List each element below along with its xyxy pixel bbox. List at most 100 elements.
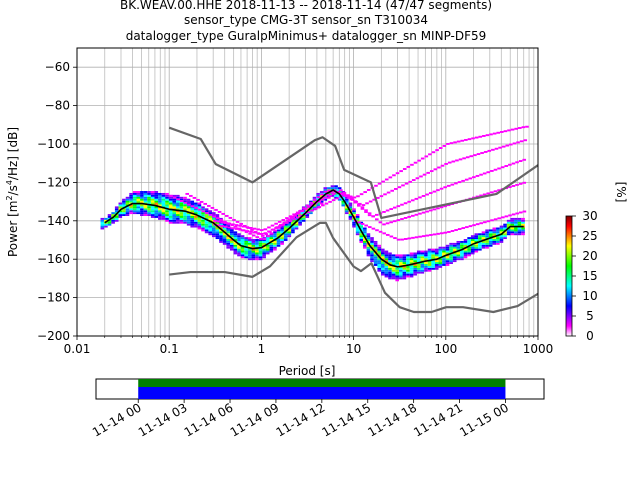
heatmap-outlier-cell — [217, 210, 222, 213]
heatmap-cell — [413, 256, 417, 259]
heatmap-cell — [413, 267, 417, 270]
heatmap-cell — [168, 202, 173, 205]
heatmap-cell — [122, 204, 126, 207]
heatmap-outlier-cell — [179, 200, 184, 202]
heatmap-cell — [219, 217, 223, 220]
heatmap-cell — [161, 212, 166, 215]
heatmap-cell — [373, 254, 378, 257]
heatmap-outlier-cell — [322, 196, 326, 199]
heatmap-cell — [506, 233, 511, 236]
heatmap-cell — [172, 217, 177, 220]
heatmap-cell — [233, 242, 238, 245]
heatmap-cell — [165, 210, 169, 213]
heatmap-cell — [481, 242, 486, 245]
heatmap-cell — [514, 223, 518, 226]
heatmap-cell — [158, 194, 162, 197]
heatmap-cell — [517, 233, 522, 236]
heatmap-cell — [150, 202, 155, 205]
heatmap-outlier-cell — [383, 193, 387, 196]
heatmap-cell — [460, 252, 464, 255]
y-label-mid: /s — [6, 185, 20, 195]
heatmap-cell — [226, 227, 230, 230]
heatmap-cell — [104, 217, 108, 220]
heatmap-outlier-cell — [227, 226, 232, 229]
heatmap-outlier-cell — [433, 168, 438, 171]
heatmap-cell — [165, 192, 169, 195]
heatmap-cell — [168, 206, 173, 209]
heatmap-outlier-cell — [349, 197, 354, 200]
colorbar-tick-label: 0 — [586, 329, 594, 343]
heatmap-cell — [219, 240, 223, 243]
heatmap-cell — [287, 231, 292, 234]
heatmap-cell — [460, 256, 464, 259]
heatmap-outlier-cell — [475, 195, 480, 198]
colorbar-tick-label: 5 — [586, 309, 594, 323]
heatmap-outlier-cell — [406, 165, 411, 168]
heatmap-cell — [262, 246, 266, 249]
heatmap-outlier-cell — [323, 190, 328, 193]
heatmap-cell — [355, 233, 360, 236]
heatmap-cell — [337, 187, 342, 190]
heatmap-outlier-cell — [274, 222, 278, 225]
heatmap-cell — [100, 227, 105, 230]
y-tick-label: −120 — [37, 175, 70, 189]
title-line-2: sensor_type CMG-3T sensor_sn T310034 — [184, 13, 428, 27]
heatmap-outlier-cell — [285, 221, 289, 224]
heatmap-cell — [416, 252, 421, 255]
heatmap-cell — [488, 242, 493, 245]
heatmap-cell — [323, 189, 328, 192]
heatmap-outlier-cell — [339, 189, 343, 192]
heatmap-cell — [140, 208, 144, 211]
heatmap-cell — [150, 216, 155, 218]
heatmap-cell — [226, 231, 230, 234]
heatmap-cell — [140, 191, 144, 193]
heatmap-cell — [219, 229, 223, 232]
heatmap-cell — [244, 239, 248, 241]
heatmap-cell — [229, 233, 234, 236]
heatmap-cell — [474, 237, 479, 240]
heatmap-cell — [247, 250, 252, 253]
heatmap-cell — [391, 256, 396, 259]
heatmap-cell — [381, 262, 385, 264]
heatmap-cell — [125, 210, 130, 213]
heatmap-cell — [424, 265, 428, 268]
heatmap-cell — [406, 262, 410, 264]
heatmap-outlier-cell — [378, 230, 383, 233]
heatmap-outlier-cell — [214, 208, 218, 211]
heatmap-cell — [456, 252, 461, 255]
heatmap-cell — [208, 217, 213, 220]
heatmap-outlier-cell — [364, 209, 368, 212]
heatmap-cell — [445, 256, 450, 259]
heatmap-outlier-cell — [245, 230, 250, 233]
heatmap-cell — [186, 212, 191, 215]
heatmap-outlier-cell — [429, 234, 433, 236]
heatmap-outlier-cell — [454, 182, 458, 185]
heatmap-cell — [161, 196, 166, 199]
heatmap-cell — [467, 239, 471, 241]
heatmap-cell — [168, 198, 173, 201]
heatmap-cell — [237, 250, 241, 253]
heatmap-cell — [273, 240, 277, 243]
heatmap-cell — [176, 194, 180, 197]
heatmap-cell — [431, 262, 435, 264]
colorbar-tick-label: 30 — [582, 209, 597, 223]
heatmap-cell — [420, 258, 425, 261]
heatmap-cell — [406, 254, 410, 257]
heatmap-cell — [240, 248, 245, 251]
heatmap-outlier-cell — [446, 184, 451, 187]
heatmap-outlier-cell — [278, 223, 283, 226]
heatmap-cell — [438, 252, 443, 255]
heatmap-cell — [179, 221, 184, 224]
heatmap-cell — [179, 206, 184, 209]
heatmap-cell — [147, 210, 151, 213]
heatmap-cell — [467, 252, 471, 255]
heatmap-cell — [255, 256, 259, 259]
heatmap-outlier-cell — [392, 220, 397, 223]
heatmap-cell — [186, 198, 191, 201]
heatmap-cell — [416, 269, 421, 272]
heatmap-cell — [143, 206, 148, 209]
heatmap-cell — [337, 198, 342, 201]
heatmap-cell — [280, 239, 284, 241]
heatmap-cell — [190, 202, 195, 205]
heatmap-outlier-cell — [483, 150, 488, 153]
